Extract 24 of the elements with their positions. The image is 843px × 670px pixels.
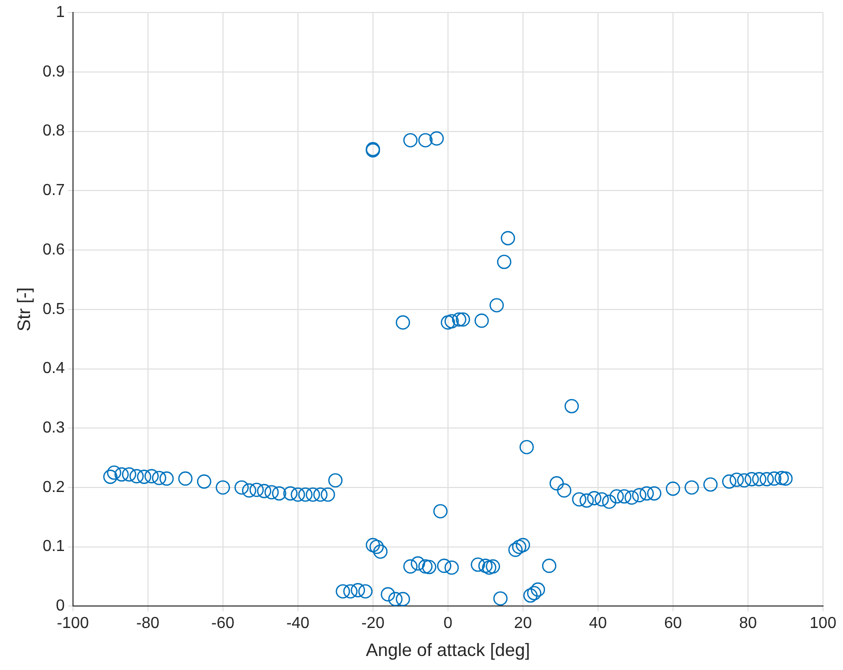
- y-tick-label: 0.2: [42, 478, 65, 496]
- x-tick-label: 80: [739, 615, 757, 632]
- x-tick-label: -40: [286, 615, 310, 632]
- x-tick-label: 60: [664, 615, 682, 632]
- x-tick-label: -20: [361, 615, 385, 632]
- y-tick-label: 0.4: [42, 360, 65, 378]
- x-tick-label: 40: [589, 615, 607, 632]
- x-tick-label: -80: [136, 615, 160, 632]
- y-tick-label: 0: [56, 598, 65, 615]
- y-tick-label: 1: [56, 4, 65, 22]
- y-tick-label: 0.9: [42, 63, 65, 80]
- y-axis-title: Str [-]: [14, 287, 34, 332]
- y-tick-label: 0.7: [42, 182, 65, 200]
- x-tick-label: 0: [443, 615, 452, 632]
- y-tick-label: 0.8: [42, 122, 65, 140]
- x-tick-label: 100: [810, 615, 836, 632]
- x-axis-title: Angle of attack [deg]: [366, 640, 530, 660]
- y-tick-label: 0.1: [42, 538, 65, 556]
- x-tick-label: -100: [56, 615, 89, 632]
- y-tick-label: 0.5: [42, 300, 65, 318]
- x-tick-label: 20: [514, 615, 532, 632]
- y-tick-label: 0.6: [42, 241, 65, 258]
- x-tick-label: -60: [211, 615, 235, 632]
- y-tick-label: 0.3: [42, 420, 65, 437]
